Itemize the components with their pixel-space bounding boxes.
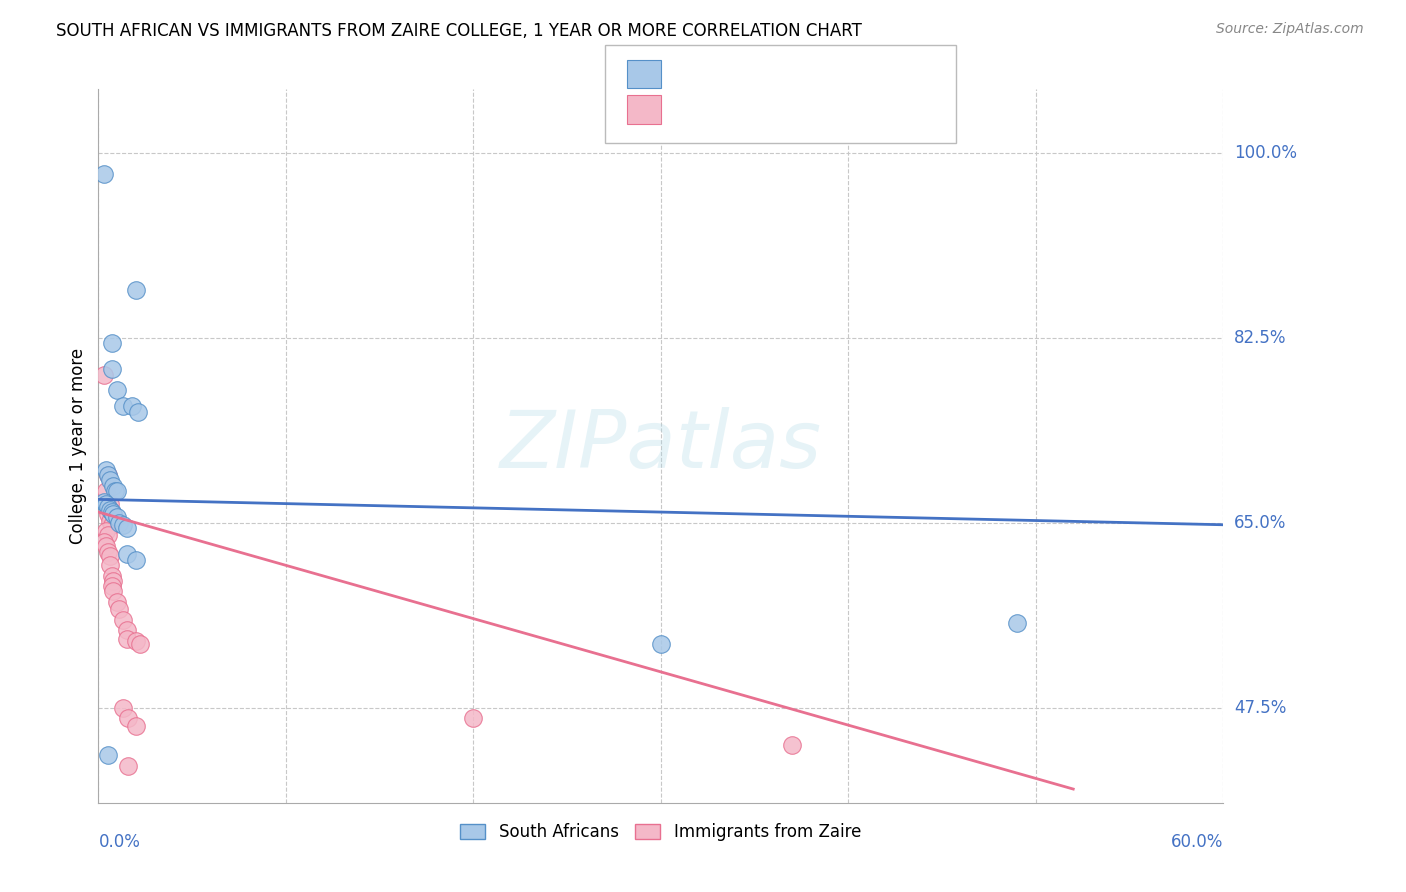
Point — [100, 568, 122, 582]
Point — [105, 595, 128, 609]
Text: 47.5%: 47.5% — [1234, 698, 1286, 716]
Text: ZIPatlas: ZIPatlas — [499, 407, 823, 485]
Point — [103, 478, 125, 492]
Point — [94, 463, 117, 477]
Text: -0.044: -0.044 — [716, 65, 775, 83]
Point — [117, 759, 139, 773]
Point — [108, 602, 131, 616]
Point — [103, 584, 125, 599]
Point — [125, 283, 148, 297]
Point — [93, 534, 115, 549]
Point — [463, 711, 485, 725]
Point — [127, 404, 149, 418]
Text: 82.5%: 82.5% — [1234, 328, 1286, 347]
Point — [115, 521, 138, 535]
Text: N =: N = — [814, 101, 851, 119]
Point — [117, 711, 139, 725]
Text: 31: 31 — [856, 101, 879, 119]
Text: 65.0%: 65.0% — [1234, 514, 1286, 532]
Point — [97, 748, 120, 763]
Point — [94, 483, 117, 498]
Point — [121, 400, 143, 414]
Point — [103, 574, 125, 588]
Point — [105, 510, 128, 524]
Point — [98, 558, 121, 572]
Point — [94, 497, 117, 511]
Point — [97, 507, 120, 521]
Point — [97, 468, 120, 483]
Point — [93, 167, 115, 181]
Text: -0.411: -0.411 — [713, 101, 778, 119]
Point — [100, 579, 122, 593]
Point — [115, 547, 138, 561]
Text: 60.0%: 60.0% — [1171, 833, 1223, 851]
Text: 100.0%: 100.0% — [1234, 144, 1298, 161]
Point — [94, 539, 117, 553]
Point — [100, 517, 122, 532]
Point — [125, 552, 148, 566]
Point — [111, 700, 134, 714]
Point — [98, 503, 121, 517]
Point — [111, 400, 134, 414]
Point — [100, 362, 122, 376]
Point — [105, 483, 128, 498]
Text: Source: ZipAtlas.com: Source: ZipAtlas.com — [1216, 22, 1364, 37]
Point — [97, 545, 120, 559]
Point — [115, 624, 138, 638]
Point — [115, 632, 138, 646]
Point — [128, 637, 150, 651]
Point — [125, 634, 148, 648]
Y-axis label: College, 1 year or more: College, 1 year or more — [69, 348, 87, 544]
Point — [111, 517, 134, 532]
Text: R =: R = — [671, 65, 707, 83]
Legend: South Africans, Immigrants from Zaire: South Africans, Immigrants from Zaire — [454, 817, 868, 848]
Text: N =: N = — [814, 65, 851, 83]
Point — [100, 505, 122, 519]
Point — [100, 335, 122, 350]
Point — [98, 514, 121, 528]
Point — [97, 500, 120, 514]
Point — [105, 384, 128, 398]
Point — [93, 494, 115, 508]
Point — [1005, 616, 1028, 631]
Point — [125, 718, 148, 732]
Text: SOUTH AFRICAN VS IMMIGRANTS FROM ZAIRE COLLEGE, 1 YEAR OR MORE CORRELATION CHART: SOUTH AFRICAN VS IMMIGRANTS FROM ZAIRE C… — [56, 22, 862, 40]
Point — [650, 637, 672, 651]
Point — [111, 613, 134, 627]
Point — [780, 738, 803, 752]
Point — [108, 516, 131, 530]
Point — [94, 524, 117, 538]
Point — [98, 497, 121, 511]
Point — [98, 549, 121, 564]
Text: 29: 29 — [856, 65, 880, 83]
Text: R =: R = — [671, 101, 707, 119]
Point — [97, 468, 120, 483]
Point — [93, 368, 115, 382]
Text: 0.0%: 0.0% — [98, 833, 141, 851]
Point — [103, 507, 125, 521]
Point — [98, 474, 121, 488]
Point — [97, 528, 120, 542]
Point — [104, 483, 127, 498]
